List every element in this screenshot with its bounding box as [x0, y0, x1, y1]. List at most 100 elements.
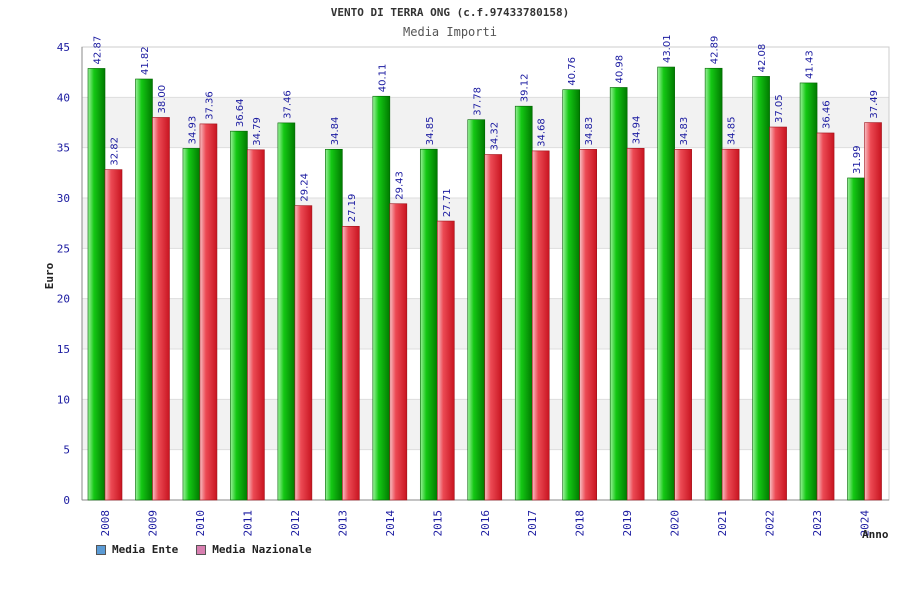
- data-label: 34.94: [632, 116, 643, 145]
- bar-ente: [657, 66, 675, 501]
- bar-ente: [562, 89, 581, 501]
- y-tick-label: 40: [57, 91, 70, 104]
- bar-nazionale: [247, 149, 265, 501]
- chart-subtitle: Media Importi: [403, 25, 497, 39]
- data-label: 41.43: [805, 50, 816, 79]
- data-label: 37.36: [204, 91, 215, 120]
- x-tick-label: 2013: [336, 510, 349, 537]
- x-tick-label: 2023: [811, 510, 824, 537]
- data-label: 42.87: [93, 36, 104, 65]
- bar-ente: [419, 148, 438, 501]
- legend-swatch-ente: [96, 544, 106, 555]
- bar-ente: [514, 105, 533, 501]
- x-tick-label: 2021: [716, 510, 729, 537]
- x-tick-label: 2022: [764, 510, 777, 537]
- data-label: 40.76: [567, 57, 578, 86]
- y-tick-label: 25: [57, 242, 70, 255]
- data-label: 36.64: [235, 99, 246, 128]
- y-tick-label: 0: [63, 494, 70, 507]
- data-label: 42.08: [757, 44, 768, 73]
- data-label: 31.99: [852, 145, 863, 174]
- data-label: 37.78: [472, 87, 483, 116]
- data-label: 37.05: [774, 94, 785, 123]
- bar-nazionale: [579, 149, 598, 501]
- data-label: 34.84: [330, 117, 341, 146]
- legend-swatch-nazionale: [196, 544, 207, 555]
- bar-nazionale: [389, 203, 408, 501]
- x-tick-label: 2014: [384, 510, 397, 537]
- data-label: 39.12: [520, 74, 531, 103]
- data-label: 37.46: [282, 90, 293, 119]
- data-label: 34.93: [187, 116, 198, 145]
- bar-ente: [325, 148, 343, 501]
- bar-nazionale: [342, 225, 360, 501]
- data-label: 40.98: [615, 55, 626, 84]
- bar-ente: [372, 95, 391, 501]
- bar-ente: [847, 177, 865, 501]
- x-tick-label: 2011: [241, 510, 254, 537]
- x-tick-label: 2019: [621, 510, 634, 537]
- bar-nazionale: [294, 205, 313, 501]
- y-tick-label: 30: [57, 192, 70, 205]
- data-label: 34.85: [727, 117, 738, 146]
- data-label: 34.83: [679, 117, 690, 146]
- x-tick-label: 2017: [526, 510, 539, 537]
- data-label: 29.24: [299, 173, 310, 202]
- bar-nazionale: [816, 132, 835, 501]
- bar-nazionale: [626, 147, 645, 501]
- data-label: 41.82: [140, 46, 151, 75]
- legend: Media Ente Media Nazionale: [96, 543, 312, 556]
- bar-ente: [467, 119, 486, 501]
- bar-nazionale: [152, 117, 170, 501]
- x-tick-label: 2015: [431, 510, 444, 537]
- data-label: 34.85: [425, 117, 436, 146]
- bar-nazionale: [721, 148, 740, 501]
- legend-item-ente: Media Ente: [96, 543, 178, 556]
- legend-label-ente: Media Ente: [112, 543, 179, 556]
- y-tick-label: 20: [57, 293, 70, 306]
- chart-title: VENTO DI TERRA ONG (c.f.97433780158): [330, 6, 570, 19]
- data-label: 34.79: [252, 117, 263, 146]
- data-label: 43.01: [662, 34, 673, 63]
- y-tick-label: 10: [57, 393, 70, 406]
- x-tick-label: 2008: [99, 510, 112, 537]
- bar-ente: [87, 68, 106, 501]
- bar-nazionale: [199, 123, 218, 501]
- data-label: 27.71: [442, 188, 453, 217]
- x-tick-label: 2024: [859, 510, 872, 537]
- x-tick-label: 2012: [289, 510, 302, 537]
- x-tick-label: 2018: [574, 510, 587, 537]
- data-label: 34.32: [489, 122, 500, 151]
- legend-label-nazionale: Media Nazionale: [212, 543, 312, 556]
- x-tick-label: 2016: [479, 510, 492, 537]
- y-tick-label: 45: [57, 41, 70, 54]
- bar-nazionale: [864, 122, 882, 501]
- bar-nazionale: [436, 220, 455, 501]
- bar-nazionale: [484, 154, 503, 501]
- bar-ente: [277, 122, 296, 501]
- data-label: 38.00: [157, 85, 168, 114]
- bar-nazionale: [531, 150, 550, 501]
- data-label: 27.19: [347, 194, 358, 223]
- data-label: 37.49: [869, 90, 880, 119]
- y-axis-label: Euro: [43, 262, 56, 289]
- y-tick-label: 35: [57, 142, 70, 155]
- bar-ente: [799, 82, 818, 501]
- bar-ente: [182, 148, 201, 501]
- legend-item-nazionale: Media Nazionale: [196, 543, 312, 556]
- x-axis-label: Anno: [862, 528, 889, 541]
- bar-ente: [609, 87, 628, 501]
- x-tick-label: 2020: [669, 510, 682, 537]
- x-tick-label: 2010: [194, 510, 207, 537]
- data-label: 40.11: [377, 64, 388, 93]
- bar-ente: [135, 78, 153, 501]
- y-tick-label: 15: [57, 343, 70, 356]
- y-tick-label: 5: [63, 444, 70, 457]
- bar-ente: [230, 130, 248, 501]
- bar-ente: [752, 76, 770, 501]
- bar-nazionale: [104, 169, 123, 501]
- data-label: 42.89: [710, 36, 721, 65]
- x-tick-label: 2009: [146, 510, 159, 537]
- bar-ente: [704, 67, 723, 501]
